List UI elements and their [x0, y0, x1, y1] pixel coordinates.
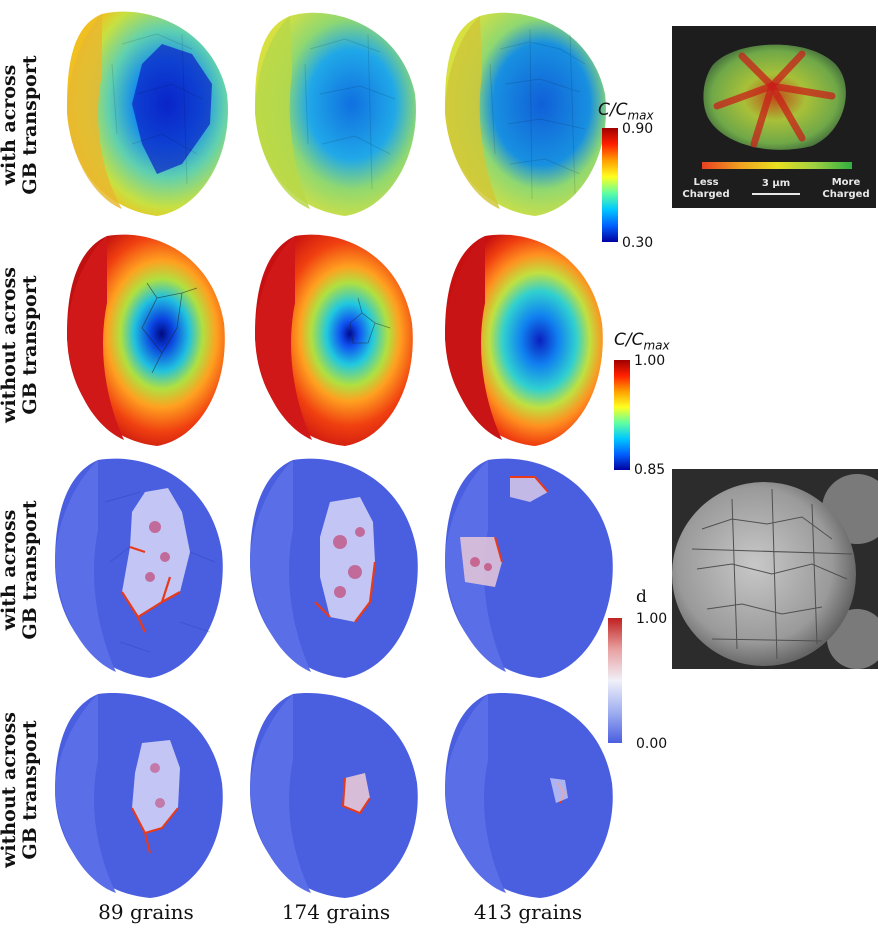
colorbar-2-title: C/Cmax: [614, 330, 670, 353]
panel-r4-174: [250, 693, 418, 898]
colorbar-1-min: 0.30: [622, 235, 654, 251]
row-label-4: without across GB transport: [0, 712, 41, 868]
column-label-89: 89 grains: [98, 900, 194, 924]
colorbar-2-min: 0.85: [634, 462, 666, 478]
row-label-3: with across GB transport: [0, 500, 41, 640]
panel-r3-174: [250, 458, 418, 678]
row-label-2: without across GB transport: [0, 267, 41, 423]
panel-r3-89: [55, 458, 223, 678]
colorbar-2: [614, 360, 630, 470]
scale-label: 3 μm: [761, 178, 791, 189]
colorbar-3: [608, 618, 622, 743]
panel-r4-413: [445, 693, 613, 898]
panel-r2-89: [67, 234, 225, 446]
row-label-1: with across GB transport: [0, 55, 41, 195]
more-charged-label: More Charged: [822, 177, 870, 200]
panel-r1-413: [445, 12, 606, 216]
panel-r4-89: [55, 693, 223, 898]
colorbar-3-title: d: [636, 587, 647, 607]
colorbar-1: [602, 128, 618, 242]
colorbar-3-max: 1.00: [636, 611, 668, 627]
colorbar-2-max: 1.00: [634, 353, 666, 369]
sem-image: [672, 469, 878, 669]
charge-state-image: Less Charged 3 μm More Charged: [672, 26, 876, 208]
panel-r2-174: [255, 234, 413, 446]
panel-r1-174: [255, 12, 416, 216]
colorbar-1-title: C/Cmax: [598, 100, 654, 123]
panel-r3-413: [445, 458, 613, 678]
colorbar-3-min: 0.00: [636, 736, 668, 752]
less-charged-label: Less Charged: [682, 177, 730, 200]
column-label-413: 413 grains: [473, 900, 583, 924]
panel-r1-89: [67, 11, 228, 217]
panel-r2-413: [445, 234, 603, 446]
scale-bar: [752, 193, 800, 195]
charge-legend-bar: [702, 162, 852, 169]
column-label-174: 174 grains: [281, 900, 391, 924]
colorbar-1-max: 0.90: [622, 121, 654, 137]
